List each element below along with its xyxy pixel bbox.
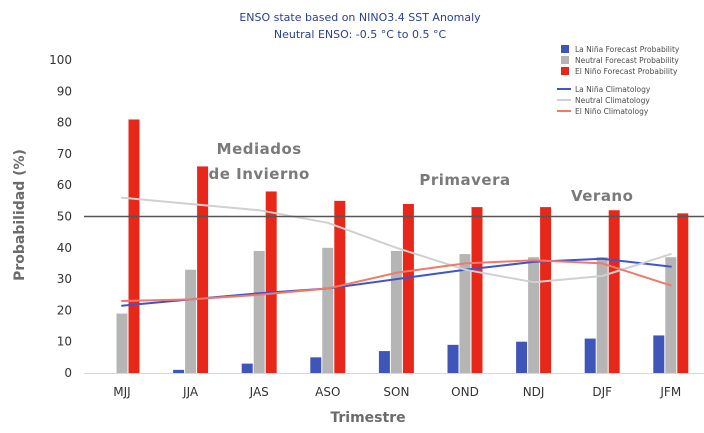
x-axis-title: Trimestre: [330, 410, 405, 426]
x-tick-label: NDJ: [523, 385, 545, 399]
bar-la-nina-forecast-probability-jfm: [653, 335, 665, 373]
line-neutral-climatology: [121, 196, 672, 284]
x-tick-label: MJJ: [113, 385, 130, 399]
bar-neutral-forecast-probability-aso: [322, 247, 334, 373]
climatology-lines: [121, 196, 672, 307]
x-tick-label: JFM: [659, 385, 681, 399]
bar-neutral-forecast-probability-son: [390, 250, 402, 373]
bar-neutral-forecast-probability-mjj: [116, 313, 128, 373]
season-annotation: Mediados: [217, 140, 302, 158]
y-tick-label: 20: [57, 303, 72, 317]
bar-el-nino-forecast-probability-ndj: [540, 207, 552, 373]
bar-la-nina-forecast-probability-ond: [447, 344, 459, 373]
y-tick-label: 80: [57, 116, 72, 130]
bar-el-nino-forecast-probability-jas: [265, 191, 277, 373]
legend-swatch: [561, 67, 569, 75]
bars: [116, 119, 689, 373]
y-tick-label: 50: [57, 210, 72, 224]
x-tick-label: DJF: [592, 385, 612, 399]
chart-subtitle: Neutral ENSO: -0.5 °C to 0.5 °C: [274, 28, 447, 41]
bar-el-nino-forecast-probability-ond: [471, 207, 483, 373]
season-annotation: Primavera: [419, 171, 510, 189]
y-tick-label: 70: [57, 147, 72, 161]
legend-swatch: [561, 56, 569, 64]
bar-la-nina-forecast-probability-son: [378, 351, 390, 373]
x-tick-label: ASO: [315, 385, 340, 399]
bar-la-nina-forecast-probability-jas: [241, 363, 253, 373]
y-tick-label: 90: [57, 84, 72, 98]
legend: La Niña Forecast Probability Neutral Fore…: [557, 45, 680, 116]
bar-el-nino-forecast-probability-jfm: [677, 213, 689, 373]
bar-el-nino-forecast-probability-jja: [197, 166, 209, 373]
y-axis-title: Probabilidad (%): [12, 149, 28, 281]
y-axis-ticks: 0 10 20 30 40 50 60 70 80 90 100: [49, 53, 72, 380]
legend-entry: La Niña Climatology: [575, 85, 651, 94]
bar-el-nino-forecast-probability-djf: [608, 210, 620, 373]
legend-entry: La Niña Forecast Probability: [575, 45, 680, 54]
legend-entry: Neutral Climatology: [575, 96, 650, 105]
x-tick-label: SON: [383, 385, 409, 399]
bar-la-nina-forecast-probability-djf: [584, 338, 596, 373]
y-tick-label: 40: [57, 241, 72, 255]
x-tick-label: JJA: [182, 385, 199, 399]
legend-entry: El Niño Forecast Probability: [575, 67, 678, 76]
bar-el-nino-forecast-probability-mjj: [128, 119, 140, 373]
bar-neutral-forecast-probability-jja: [185, 269, 197, 373]
bar-la-nina-forecast-probability-aso: [310, 357, 322, 373]
legend-entry: El Niño Climatology: [575, 107, 649, 116]
x-tick-label: JAS: [249, 385, 269, 399]
bar-el-nino-forecast-probability-son: [402, 203, 414, 373]
bar-la-nina-forecast-probability-ndj: [516, 341, 528, 373]
bar-neutral-forecast-probability-djf: [596, 257, 608, 373]
bar-neutral-forecast-probability-ndj: [528, 257, 540, 373]
y-tick-label: 30: [57, 272, 72, 286]
annotations: Mediados de Invierno Primavera Verano: [209, 140, 633, 205]
y-tick-label: 10: [57, 335, 72, 349]
legend-swatch: [561, 45, 569, 53]
line-el-nino-climatology: [121, 259, 672, 302]
x-tick-label: OND: [451, 385, 479, 399]
x-axis: MJJ JJA JAS ASO SON OND NDJ DJF JFM: [84, 373, 704, 399]
season-annotation: de Invierno: [209, 165, 310, 183]
bar-neutral-forecast-probability-ond: [459, 254, 471, 373]
bar-la-nina-forecast-probability-jja: [173, 369, 185, 373]
y-tick-label: 0: [64, 366, 72, 380]
legend-entry: Neutral Forecast Probability: [575, 56, 679, 65]
y-tick-label: 100: [49, 53, 72, 67]
bar-neutral-forecast-probability-jas: [253, 250, 265, 373]
chart-title: ENSO state based on NINO3.4 SST Anomaly: [239, 11, 481, 24]
bar-neutral-forecast-probability-jfm: [665, 257, 677, 373]
y-tick-label: 60: [57, 178, 72, 192]
season-annotation: Verano: [571, 187, 633, 205]
